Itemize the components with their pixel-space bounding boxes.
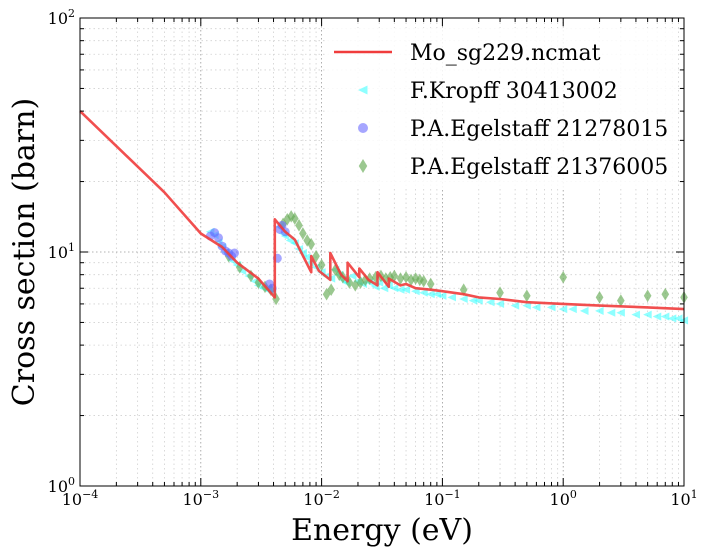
x-tick-label: 101 [670, 488, 697, 509]
data-point-diamond [303, 234, 312, 247]
data-point-diamond [254, 276, 263, 289]
data-point-triangle-left [389, 284, 399, 293]
data-point-triangle-left [468, 296, 478, 305]
data-point-triangle-left [531, 303, 541, 312]
y-axis-label: Cross section (barn) [7, 98, 42, 406]
data-point-triangle-left [595, 306, 604, 315]
ticks [79, 17, 685, 487]
data-point-triangle-left [522, 301, 531, 310]
data-point-diamond [365, 272, 374, 285]
data-point-triangle-left [426, 290, 435, 299]
data-point-triangle-left [546, 303, 556, 312]
data-point-triangle-left [667, 314, 677, 323]
data-point-diamond [595, 291, 604, 304]
legend-label-ncmat: Mo_sg229.ncmat [410, 41, 601, 66]
data-point-triangle-left [347, 271, 357, 281]
data-point-triangle-left [606, 308, 616, 317]
data-point-diamond [661, 287, 670, 301]
data-point-triangle-left [579, 306, 589, 315]
x-tick-label: 100 [550, 488, 577, 509]
legend-marker-swatch [358, 159, 368, 173]
data-point-triangle-left [437, 291, 447, 300]
legend-entry-kropff: F.Kropff 30413002 [358, 79, 618, 104]
legend-handle-kropff [358, 85, 368, 95]
y-tick-label: 102 [48, 7, 75, 28]
data-point-triangle-left [616, 308, 625, 317]
data-point-diamond [426, 277, 435, 291]
data-point-triangle-left [401, 285, 411, 294]
data-point-diamond [299, 227, 307, 240]
data-point-triangle-left [510, 301, 520, 310]
legend-entry-egelstaff-21376005: P.A.Egelstaff 21376005 [358, 155, 668, 180]
data-point-diamond [327, 283, 335, 297]
data-point-diamond [307, 237, 316, 251]
legend-label-kropff: F.Kropff 30413002 [410, 79, 618, 104]
data-point-diamond [419, 274, 428, 288]
data-point-triangle-left [558, 305, 568, 314]
y-tick-label: 101 [48, 241, 75, 262]
tick-labels: 10−4 10−3 10−2 10−1 100 101 100 101 102 [48, 7, 698, 509]
series-line-ncmat [79, 110, 685, 311]
data-point-diamond [496, 286, 504, 299]
data-point-circle [213, 233, 223, 243]
data-point-diamond [390, 269, 399, 283]
data-point-triangle-left [302, 253, 311, 262]
data-point-diamond [356, 276, 365, 289]
data-point-triangle-left [485, 298, 495, 307]
data-point-diamond [295, 219, 303, 232]
legend-marker-swatch [358, 85, 368, 95]
data-point-circle [229, 248, 239, 258]
data-point-triangle-left [459, 294, 468, 304]
data-point-diamond [345, 276, 354, 289]
y-tick-label: 100 [48, 475, 75, 496]
legend: Mo_sg229.ncmat F.Kropff 30413002 P.A.Ege… [326, 28, 676, 188]
data-point-triangle-left [432, 290, 441, 299]
x-axis-label: Energy (eV) [291, 513, 473, 548]
data-point-diamond [235, 261, 244, 274]
data-point-triangle-left [447, 293, 457, 302]
data-point-diamond [617, 294, 625, 307]
x-tick-label: 10−2 [303, 488, 340, 509]
data-point-diamond [643, 289, 652, 303]
data-point-triangle-left [660, 312, 670, 321]
x-tick-label: 10−3 [183, 488, 220, 509]
data-point-triangle-left [652, 312, 662, 321]
data-point-triangle-left [495, 299, 505, 308]
legend-handle-egelstaff-21278015 [358, 123, 368, 133]
series-layer [79, 110, 689, 325]
data-point-triangle-left [419, 288, 428, 297]
x-tick-label: 10−4 [62, 488, 99, 509]
x-tick-label: 10−1 [424, 488, 461, 509]
data-point-diamond [523, 289, 531, 303]
legend-entry-ncmat: Mo_sg229.ncmat [334, 41, 601, 66]
data-point-triangle-left [396, 285, 405, 294]
data-point-diamond [317, 258, 326, 272]
data-point-triangle-left [643, 310, 652, 319]
legend-handle-egelstaff-21376005 [358, 159, 368, 173]
legend-marker-swatch [358, 123, 368, 133]
data-point-triangle-left [631, 310, 640, 319]
legend-box [326, 28, 676, 188]
data-point-diamond [290, 212, 299, 225]
data-point-triangle-left [568, 305, 577, 314]
legend-label-egelstaff-21278015: P.A.Egelstaff 21278015 [410, 117, 668, 142]
data-point-diamond [396, 272, 405, 285]
data-point-diamond [559, 270, 568, 284]
legend-label-egelstaff-21376005: P.A.Egelstaff 21376005 [410, 155, 668, 180]
legend-entry-egelstaff-21278015: P.A.Egelstaff 21278015 [358, 117, 668, 142]
